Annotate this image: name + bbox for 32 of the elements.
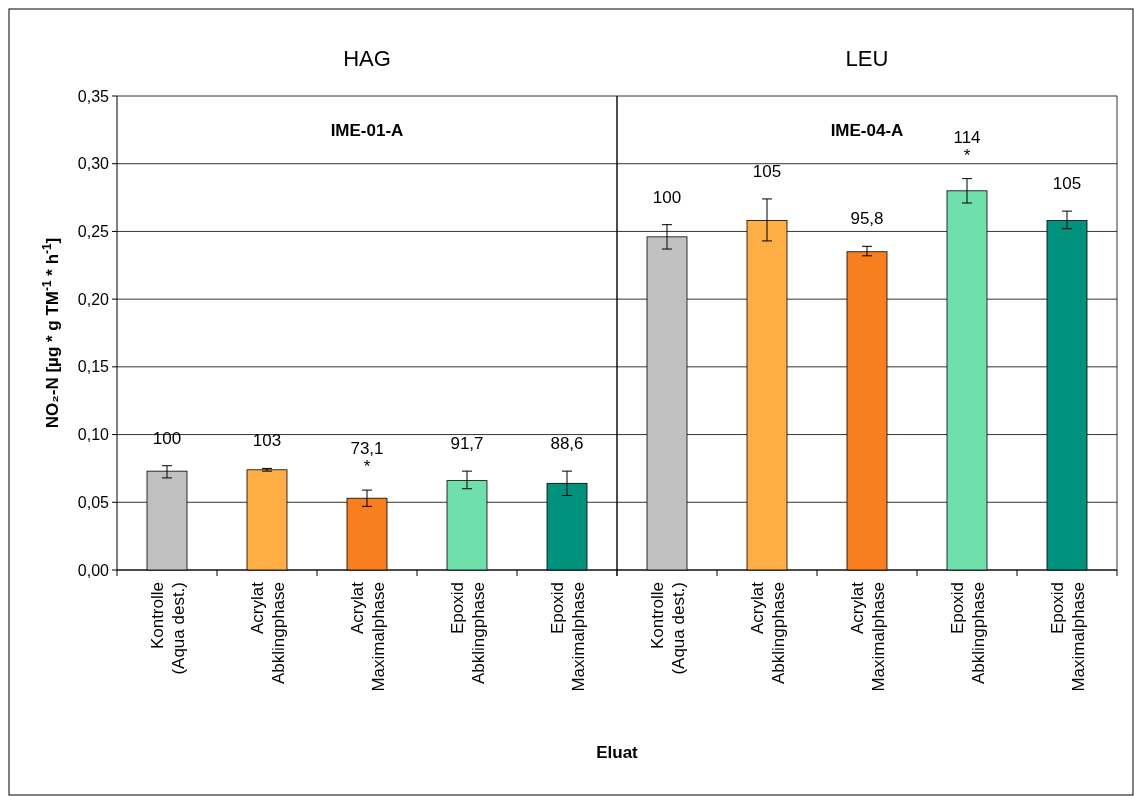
annotation: 114 *	[953, 127, 981, 165]
x-tick-label: Acrylat Abklingphase	[247, 581, 288, 685]
x-tick-label: Kontrolle (Aqua dest.)	[647, 582, 688, 675]
x-axis-title: Eluat	[596, 743, 639, 762]
annotation: 88,6	[550, 434, 584, 454]
annotation: 103	[252, 431, 282, 451]
annotation: 100	[652, 187, 682, 207]
chart-title: LEU	[845, 46, 889, 71]
x-tick-label: Acrylat Maximalphase	[347, 581, 388, 692]
text: IME-01-A	[330, 121, 404, 140]
annotation: 105	[752, 161, 782, 181]
x-tick-label: Epoxid Maximalphase	[1047, 582, 1088, 692]
annotation: 73,1 *	[350, 439, 384, 477]
x-tick-label: Acrylat Abklingphase	[747, 581, 788, 685]
x-tick-label: Epoxid Maximalphase	[547, 582, 588, 692]
text: IME-04-A	[830, 121, 904, 140]
y-tick-label: 0,25	[77, 223, 110, 241]
y-tick-label: 0,35	[77, 87, 110, 105]
x-tick-label: Epoxid Abklingphase	[947, 582, 988, 685]
x-tick-label: Kontrolle (Aqua dest.)	[147, 582, 188, 675]
x-tick-label: Acrylat Maximalphase	[847, 581, 888, 692]
y-tick-label: 0,05	[77, 493, 110, 511]
annotation: 105	[1052, 174, 1082, 194]
y-tick-label: 0,10	[77, 426, 110, 444]
annotation: 91,7	[450, 434, 484, 454]
annotation: 95,8	[850, 209, 884, 229]
y-tick-label: 0,15	[77, 358, 110, 376]
y-tick-label: 0,30	[77, 155, 110, 173]
y-tick-label: 0,20	[77, 290, 110, 308]
y-tick-label: 0,00	[77, 561, 110, 579]
x-tick-label: Epoxid Abklingphase	[447, 582, 488, 685]
chart-title: HAG	[343, 46, 391, 71]
